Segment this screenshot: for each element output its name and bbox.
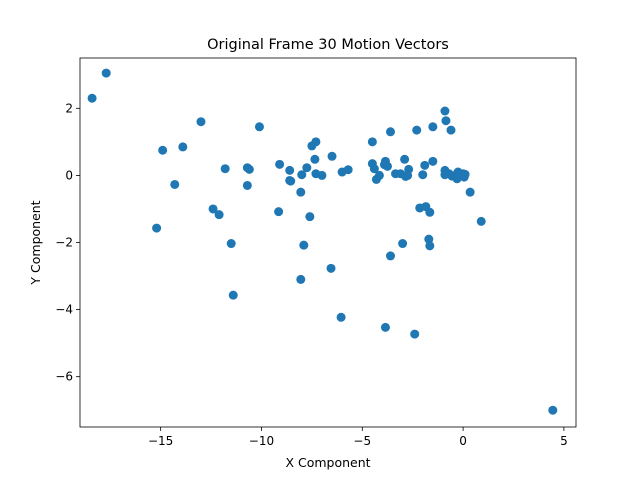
data-point <box>297 170 307 180</box>
data-point <box>410 329 420 339</box>
data-point <box>440 106 450 116</box>
data-point <box>310 154 320 164</box>
data-point <box>428 156 438 166</box>
data-point <box>152 223 162 233</box>
y-tick-label: −4 <box>55 303 73 317</box>
y-tick-label: 0 <box>65 168 73 182</box>
data-point <box>548 405 558 415</box>
x-axis-ticks: −15 −10 −5 0 5 <box>148 427 568 448</box>
data-point <box>299 240 309 250</box>
data-point <box>403 170 413 180</box>
x-tick-label: 0 <box>459 434 467 448</box>
data-point <box>441 116 451 126</box>
y-tick-label: −2 <box>55 236 73 250</box>
data-point <box>336 312 346 322</box>
data-point <box>228 290 238 300</box>
data-point <box>386 251 395 261</box>
data-point <box>327 151 337 161</box>
data-point <box>302 163 312 173</box>
data-points <box>87 68 558 415</box>
data-point <box>285 165 295 175</box>
data-point <box>460 169 470 179</box>
data-point <box>296 274 306 284</box>
data-point <box>382 161 392 171</box>
data-point <box>380 322 390 332</box>
data-point <box>424 234 434 244</box>
data-point <box>101 68 111 78</box>
data-point <box>398 239 408 249</box>
data-point <box>374 170 384 180</box>
data-point <box>196 117 206 127</box>
data-point <box>254 122 264 132</box>
data-point <box>465 187 475 197</box>
y-axis-label: Y Component <box>28 200 43 285</box>
data-point <box>208 204 218 214</box>
data-point <box>242 180 252 190</box>
data-point <box>453 167 463 177</box>
x-axis-label: X Component <box>285 455 370 470</box>
data-point <box>446 125 456 135</box>
x-tick-label: −10 <box>249 434 274 448</box>
y-tick-label: 2 <box>65 101 73 115</box>
data-point <box>418 170 428 180</box>
data-point <box>296 187 306 197</box>
data-point <box>311 137 321 147</box>
chart-title: Original Frame 30 Motion Vectors <box>207 37 449 53</box>
data-point <box>87 93 97 103</box>
data-point <box>305 212 315 222</box>
data-point <box>400 154 410 164</box>
data-point <box>226 239 236 249</box>
data-point <box>214 210 224 220</box>
data-point <box>274 207 284 217</box>
data-point <box>369 164 379 174</box>
data-point <box>326 263 336 273</box>
data-point <box>412 125 422 135</box>
data-point <box>367 137 377 147</box>
data-point <box>428 122 438 132</box>
y-axis-ticks: −6 −4 −2 0 2 <box>55 101 80 384</box>
data-point <box>170 179 180 189</box>
data-point <box>343 165 353 175</box>
x-tick-label: −5 <box>353 434 371 448</box>
data-point <box>158 145 168 155</box>
data-point <box>425 207 435 217</box>
data-point <box>220 164 230 174</box>
data-point <box>317 170 327 180</box>
y-tick-label: −6 <box>55 370 73 384</box>
data-point <box>420 160 430 170</box>
x-tick-label: 5 <box>560 434 568 448</box>
data-point <box>425 241 435 251</box>
data-point <box>386 127 395 137</box>
data-point <box>244 164 254 174</box>
data-point <box>178 142 188 152</box>
data-point <box>476 216 486 226</box>
data-point <box>286 176 296 186</box>
x-tick-label: −15 <box>148 434 173 448</box>
data-point <box>275 159 285 169</box>
